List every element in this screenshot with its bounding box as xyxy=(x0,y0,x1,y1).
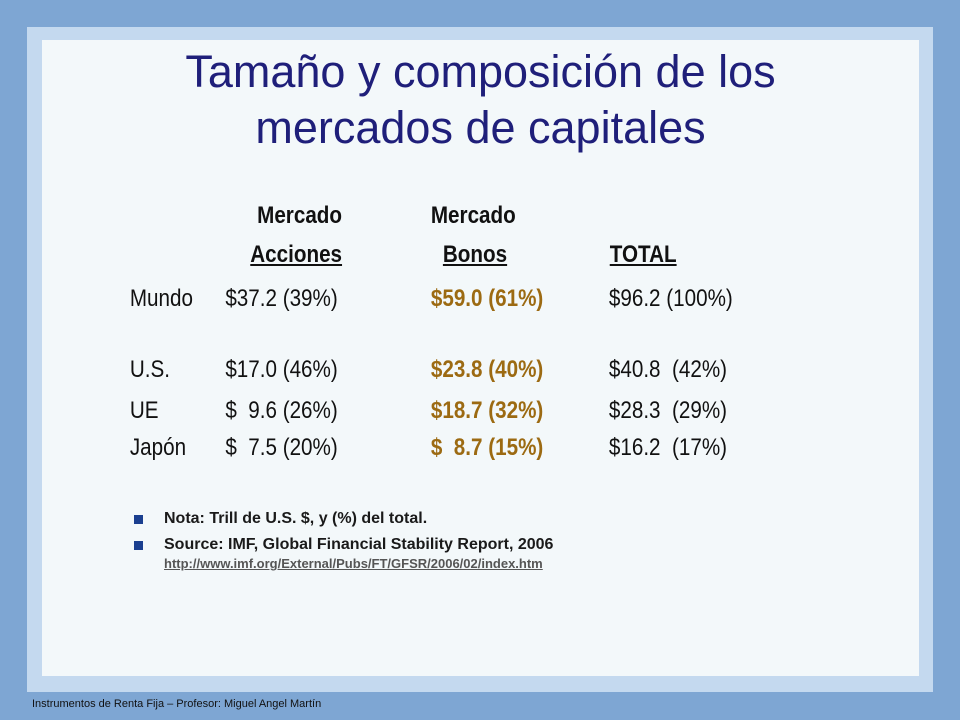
slide-panel xyxy=(42,40,919,676)
note-units: Nota: Trill de U.S. $, y (%) del total. xyxy=(164,510,428,527)
notes-list: Nota: Trill de U.S. $, y (%) del total. … xyxy=(130,508,553,572)
cell-total-us: $40.8 (42%) xyxy=(608,356,728,383)
cell-bonos-ue: $18.7 (32%) xyxy=(430,397,544,424)
note-item: Source: IMF, Global Financial Stability … xyxy=(130,534,553,572)
note-source: Source: IMF, Global Financial Stability … xyxy=(164,536,554,553)
row-label-ue: UE xyxy=(129,397,159,424)
header-acciones-line1: Mercado xyxy=(257,202,343,229)
square-bullet-icon xyxy=(134,541,143,550)
cell-bonos-mundo: $59.0 (61%) xyxy=(430,285,544,312)
row-label-japon: Japón xyxy=(129,434,187,461)
header-acciones-line2: Acciones xyxy=(250,241,343,268)
row-label-us: U.S. xyxy=(129,356,171,383)
cell-acciones-japon: $ 7.5 (20%) xyxy=(225,434,338,461)
cell-bonos-us: $23.8 (40%) xyxy=(430,356,544,383)
header-bonos-line1: Mercado xyxy=(430,202,516,229)
cell-acciones-us: $17.0 (46%) xyxy=(225,356,338,383)
cell-acciones-mundo: $37.2 (39%) xyxy=(225,285,338,312)
cell-acciones-ue: $ 9.6 (26%) xyxy=(225,397,338,424)
header-bonos-line2: Bonos xyxy=(442,241,508,268)
slide-title: Tamaño y composición de los mercados de … xyxy=(42,44,919,156)
cell-total-ue: $28.3 (29%) xyxy=(608,397,728,424)
square-bullet-icon xyxy=(134,515,143,524)
cell-total-mundo: $96.2 (100%) xyxy=(608,285,733,312)
source-link[interactable]: http://www.imf.org/External/Pubs/FT/GFSR… xyxy=(164,556,543,571)
header-total: TOTAL xyxy=(609,241,677,268)
title-line-1: Tamaño y composición de los xyxy=(185,46,776,97)
title-line-2: mercados de capitales xyxy=(255,102,706,153)
footer-text: Instrumentos de Renta Fija – Profesor: M… xyxy=(32,698,322,710)
cell-total-japon: $16.2 (17%) xyxy=(608,434,728,461)
row-label-mundo: Mundo xyxy=(129,285,193,312)
cell-bonos-japon: $ 8.7 (15%) xyxy=(430,434,544,461)
note-item: Nota: Trill de U.S. $, y (%) del total. xyxy=(130,508,553,530)
